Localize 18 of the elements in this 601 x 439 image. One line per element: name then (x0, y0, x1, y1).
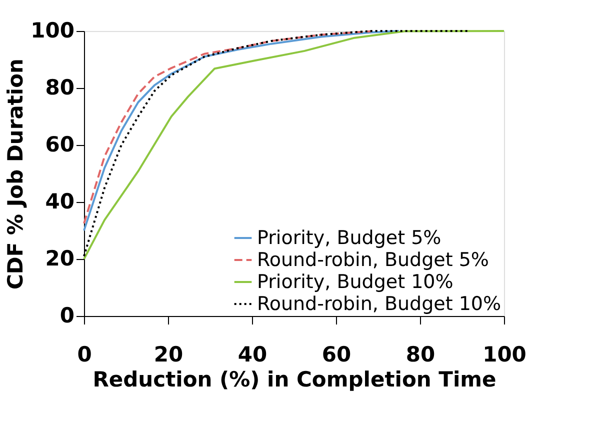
y-tick-label: 100 (30, 18, 74, 42)
x-tick-label: 40 (238, 342, 268, 366)
legend-label: Priority, Budget 5% (257, 227, 442, 249)
x-tick-label: 20 (154, 342, 184, 366)
y-tick-label: 20 (45, 246, 74, 270)
y-tick-label: 60 (45, 132, 74, 156)
x-axis-title: Reduction (%) in Completion Time (92, 368, 496, 392)
x-tick-label: 100 (482, 342, 526, 366)
legend-label: Round-robin, Budget 10% (257, 293, 502, 315)
y-tick-label: 0 (60, 304, 74, 328)
x-tick-label: 60 (322, 342, 352, 366)
y-tick-label: 80 (45, 76, 74, 100)
legend-label: Round-robin, Budget 5% (257, 249, 489, 271)
x-tick-label: 0 (77, 342, 92, 366)
x-tick-label: 80 (406, 342, 436, 366)
y-axis-title: CDF % Job Duration (4, 58, 28, 290)
legend-label: Priority, Budget 10% (257, 271, 454, 293)
y-tick-label: 40 (45, 190, 74, 214)
